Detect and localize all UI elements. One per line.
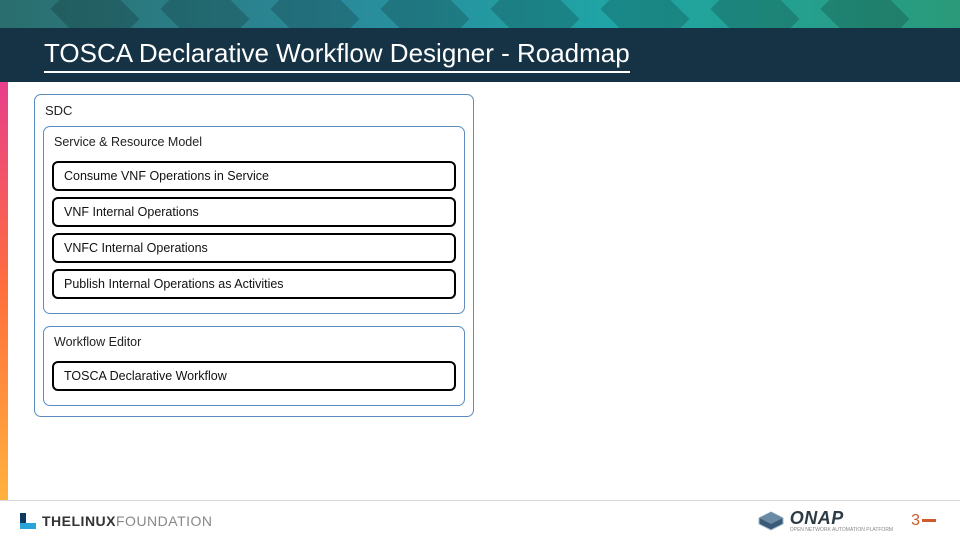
footer-right: ONAP OPEN NETWORK AUTOMATION PLATFORM 3 <box>758 508 936 533</box>
item-consume-vnf-ops: Consume VNF Operations in Service <box>52 161 456 191</box>
item-publish-internal-ops: Publish Internal Operations as Activitie… <box>52 269 456 299</box>
page-title: TOSCA Declarative Workflow Designer - Ro… <box>44 38 630 73</box>
item-vnfc-internal-ops: VNFC Internal Operations <box>52 233 456 263</box>
workflow-editor-box: Workflow Editor TOSCA Declarative Workfl… <box>43 326 465 406</box>
linux-foundation-logo: THELINUXFOUNDATION <box>20 513 213 529</box>
service-resource-model-box: Service & Resource Model Consume VNF Ope… <box>43 126 465 314</box>
roadmap-diagram: SDC Service & Resource Model Consume VNF… <box>34 94 474 417</box>
footer: THELINUXFOUNDATION ONAP OPEN NETWORK AUT… <box>0 500 960 540</box>
title-bar: TOSCA Declarative Workflow Designer - Ro… <box>0 28 960 82</box>
onap-logo-subtext: OPEN NETWORK AUTOMATION PLATFORM <box>790 527 893 533</box>
item-tosca-declarative-workflow: TOSCA Declarative Workflow <box>52 361 456 391</box>
lf-logo-text: THELINUXFOUNDATION <box>42 513 213 529</box>
left-accent-stripe <box>0 82 8 500</box>
onap-logo: ONAP OPEN NETWORK AUTOMATION PLATFORM <box>758 508 893 533</box>
workflow-editor-label: Workflow Editor <box>52 333 456 355</box>
onap-logo-text: ONAP <box>790 508 893 529</box>
page-number: 3 <box>911 512 936 530</box>
item-vnf-internal-ops: VNF Internal Operations <box>52 197 456 227</box>
sdc-label: SDC <box>43 101 465 122</box>
service-resource-model-label: Service & Resource Model <box>52 133 456 155</box>
onap-mark-icon <box>758 511 784 531</box>
sdc-box: SDC Service & Resource Model Consume VNF… <box>34 94 474 417</box>
lf-mark-icon <box>20 513 36 529</box>
top-decorative-band <box>0 0 960 28</box>
